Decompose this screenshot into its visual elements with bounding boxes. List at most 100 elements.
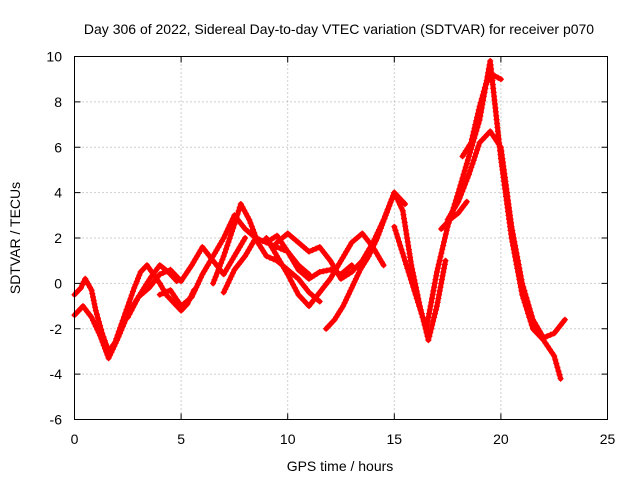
data-point — [427, 303, 434, 310]
data-point — [284, 271, 291, 278]
data-point — [124, 314, 131, 321]
data-point — [241, 207, 248, 214]
data-point — [474, 146, 481, 153]
grid — [74, 56, 608, 420]
data-point — [226, 276, 233, 283]
data-point — [225, 279, 232, 286]
data-point — [282, 245, 289, 252]
data-point — [553, 360, 560, 367]
data-point — [437, 253, 444, 260]
data-point — [323, 267, 330, 274]
data-point — [430, 318, 437, 325]
data-point — [433, 303, 440, 310]
data-point — [346, 242, 353, 249]
data-point — [459, 188, 466, 195]
data-point — [435, 295, 442, 302]
data-point — [374, 235, 381, 241]
data-point — [225, 239, 232, 245]
y-tick-labels: -6 -4 -2 0 2 4 6 8 10 — [46, 49, 62, 428]
data-point — [309, 247, 316, 254]
data-point — [471, 153, 478, 160]
data-point — [99, 339, 106, 345]
data-point — [118, 326, 125, 333]
data-point — [96, 318, 102, 325]
data-point — [351, 278, 358, 285]
data-point — [130, 304, 137, 311]
data-point — [380, 262, 387, 269]
plot-frame — [74, 56, 608, 420]
data-point — [410, 284, 417, 291]
data-point — [431, 284, 438, 291]
data-point — [234, 211, 241, 218]
data-point — [256, 236, 263, 243]
data-point — [211, 277, 218, 283]
data-point — [218, 260, 225, 266]
data-point — [487, 128, 494, 135]
data-point — [220, 253, 227, 260]
x-tick-label: 15 — [387, 431, 403, 447]
data-point — [393, 231, 400, 238]
data-point — [375, 231, 382, 238]
data-point — [426, 306, 433, 313]
data-point — [242, 235, 249, 241]
data-point — [473, 117, 480, 124]
data-point — [442, 257, 449, 264]
data-point — [426, 310, 433, 317]
data-point — [461, 181, 468, 188]
data-point — [259, 238, 266, 244]
data-point — [281, 265, 288, 272]
data-point — [508, 223, 515, 230]
data-point — [489, 131, 496, 138]
y-tick-label: 4 — [54, 185, 62, 201]
data-point — [197, 274, 204, 281]
data-point — [266, 241, 273, 247]
data-point — [222, 268, 229, 275]
data-point — [433, 269, 440, 275]
data-point — [98, 335, 105, 342]
data-point — [549, 349, 556, 356]
data-point — [443, 227, 450, 234]
data-point — [169, 290, 176, 297]
data-point — [144, 262, 150, 269]
data-point — [409, 280, 416, 287]
series-satellite-l — [459, 71, 504, 160]
data-point — [497, 76, 504, 83]
data-point — [229, 228, 235, 235]
data-point — [461, 167, 468, 174]
data-point — [327, 266, 334, 273]
data-point — [463, 178, 470, 185]
data-point — [460, 185, 467, 192]
data-point — [510, 235, 517, 241]
data-point — [377, 225, 384, 232]
x-tick-label: 10 — [280, 431, 296, 447]
data-point — [194, 281, 201, 287]
data-point — [274, 253, 280, 260]
data-point — [180, 274, 187, 281]
data-point — [132, 281, 139, 288]
data-point — [223, 283, 230, 289]
data-point — [226, 235, 233, 242]
data-point — [160, 269, 167, 276]
data-point — [544, 343, 551, 350]
data-point — [221, 249, 228, 256]
data-point — [231, 221, 238, 228]
data-point — [188, 294, 195, 300]
data-point — [475, 143, 482, 150]
data-point — [208, 256, 215, 263]
data-point — [136, 272, 143, 279]
data-point — [95, 315, 101, 322]
data-point — [201, 268, 208, 275]
data-point — [408, 262, 415, 269]
data-point — [210, 280, 217, 287]
data-point — [426, 333, 433, 340]
data-point — [513, 250, 520, 257]
data-point — [156, 291, 163, 298]
data-point — [439, 246, 446, 253]
data-point — [456, 195, 463, 202]
data-point — [428, 299, 435, 306]
data-point — [230, 224, 237, 231]
data-point — [465, 171, 472, 178]
x-tick-label: 25 — [600, 431, 616, 447]
data-point — [457, 191, 464, 198]
data-point — [540, 334, 547, 341]
